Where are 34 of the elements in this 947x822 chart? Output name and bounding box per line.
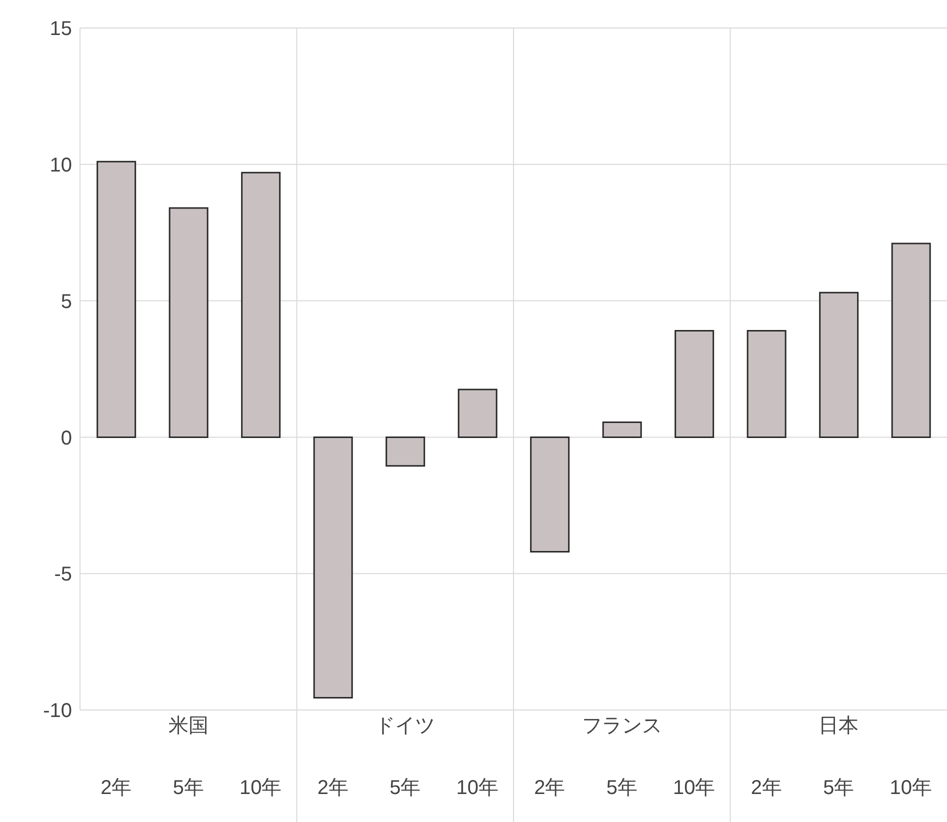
text: 日本 — [818, 715, 859, 738]
y-tick-label: -5 — [54, 564, 72, 586]
bar — [168, 207, 208, 438]
x-tick-label: 10年 — [456, 777, 498, 800]
bar — [819, 292, 859, 438]
y-tick-label: 15 — [50, 18, 72, 40]
text: 米国 — [168, 715, 208, 738]
y-tick-label: -10 — [43, 700, 72, 722]
bar — [530, 436, 570, 553]
bar — [746, 330, 786, 438]
bar — [313, 436, 353, 698]
x-tick-label: 10年 — [673, 777, 716, 800]
x-tick-label: 2年 — [100, 777, 132, 800]
x-tick-label: 5年 — [172, 777, 204, 800]
x-tick-label: 10年 — [240, 777, 282, 800]
x-tick-label: 5年 — [606, 777, 638, 800]
bar — [891, 242, 931, 438]
x-tick-label: 2年 — [750, 777, 782, 800]
x-tick-label: 5年 — [823, 777, 854, 800]
x-tick-label: 10年 — [890, 777, 932, 800]
bar — [674, 330, 714, 438]
y-tick-label: 5 — [60, 290, 72, 313]
bar — [458, 388, 498, 438]
y-tick-label: 0 — [60, 427, 72, 450]
bar — [602, 421, 642, 438]
y-tick-label: 10 — [50, 154, 72, 176]
bar — [386, 436, 426, 467]
x-tick-label: 2年 — [534, 777, 566, 800]
text: ドイツ — [375, 715, 436, 738]
x-tick-label: 2年 — [317, 777, 348, 800]
bar — [241, 172, 281, 438]
text: フランス — [582, 715, 662, 738]
x-tick-label: 5年 — [390, 777, 421, 800]
bar — [96, 160, 136, 438]
